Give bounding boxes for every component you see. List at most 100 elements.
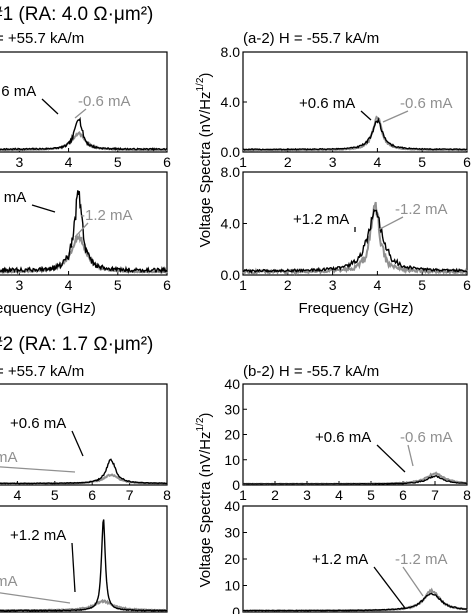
series-line [0,116,168,152]
x-axis-label-right: Frequency (GHz) [298,300,413,317]
y-axis-label-b-text: Voltage Spectra (nV/Hz1/2) [195,413,214,588]
series-pointer [407,444,414,467]
series-label: -1.2 mA [395,201,448,218]
y-tick-label: 20 [224,551,240,567]
series-label: -1.2 mA [0,573,18,590]
series-label: -0.6 mA [400,429,453,446]
x-tick-label: 4 [335,487,343,503]
group1-heading: #1 (RA: 4.0 Ω·μm²) [0,4,153,25]
series-line [242,471,468,486]
series-label: +0.6 mA [0,83,36,100]
series-pointer [71,542,76,593]
y-tick-label: 30 [224,401,240,417]
series-line [242,116,468,151]
x-tick-label: 3 [15,154,23,170]
x-tick-label: 7 [431,487,439,503]
series-line [243,592,467,612]
series-label: +0.6 mA [10,415,66,432]
series-label: +0.6 mA [299,95,355,112]
x-tick-label: 6 [163,154,171,170]
series-line [0,519,167,612]
x-tick-label: 5 [114,154,122,170]
panel-7: 0 10 20 30 40 +1.2 mA -1.2 mA [224,498,468,614]
series-pointer [382,110,409,123]
x-tick-label: 2 [284,154,292,170]
series-line [242,587,468,612]
y-axis-label-a-text: Voltage Spectra (nV/Hz1/2) [195,73,214,248]
x-tick-label: 5 [367,487,375,503]
x-tick-label: 8 [163,487,171,503]
y-tick-label: 10 [224,578,240,594]
panels-layer: 3 4 5 6 +0.6 mA -0.6 mA 1 2 3 4 5 6 0.0 4.0 8.0 +0.6 mA… [0,44,471,614]
series-pointer [402,566,424,597]
panel-a1-subtitle: = +55.7 kA/m [0,30,84,47]
x-tick-label: 4 [65,277,73,293]
series-label: +0.6 mA [315,429,371,446]
y-tick-label: 4.0 [221,94,241,110]
x-tick-label: 6 [463,154,471,170]
panel-2: 3 4 5 6 +1.2 mA -1.2 mA [0,171,171,293]
series-line [0,190,168,275]
x-tick-label: 5 [51,487,59,503]
series-line [242,115,468,152]
series-pointer [31,204,56,213]
series-line [242,208,468,274]
x-tick-label: 4 [374,277,382,293]
panel-0: 3 4 5 6 +0.6 mA -0.6 mA [0,51,171,170]
series-pointer [376,444,406,473]
series-label: -1.2 mA [80,207,133,224]
x-tick-label: 4 [65,154,73,170]
series-pointer [71,430,84,457]
panel-frame [0,383,168,486]
y-tick-label: 8.0 [221,164,241,180]
panel-b2-subtitle: (b-2) H = -55.7 kA/m [243,363,379,380]
panel-frame [0,171,168,276]
y-tick-label: 20 [224,427,240,443]
x-tick-label: 4 [374,154,382,170]
series-label: +1.2 mA [0,189,26,206]
y-tick-label: 0.0 [221,267,241,283]
x-tick-label: 1 [239,154,247,170]
panel-5: 1 2 3 4 5 6 7 8 0 10 20 30 40 +0.6 mA -0.6 mA [224,376,471,503]
panel-6: +1.2 mA -1.2 mA [0,505,168,613]
x-tick-label: 3 [303,487,311,503]
x-tick-label: 1 [239,277,247,293]
y-tick-label: 40 [224,498,240,514]
x-tick-label: 5 [418,277,426,293]
x-tick-label: 3 [15,277,23,293]
series-line [242,475,468,485]
series-pointer [41,98,59,115]
x-tick-label: 2 [284,277,292,293]
panel-1: 1 2 3 4 5 6 0.0 4.0 8.0 +0.6 mA -0.6 mA [221,44,472,170]
x-tick-label: 5 [114,277,122,293]
y-axis-label-b: Voltage Spectra (nV/Hz1/2) [195,413,214,588]
y-tick-label: 0 [232,477,240,493]
series-label: -0.6 mA [0,449,18,466]
series-pointer [373,566,406,609]
y-axis-label-a: Voltage Spectra (nV/Hz1/2) [195,73,214,248]
x-tick-label: 1 [239,487,247,503]
y-tick-label: 0.0 [221,144,241,160]
series-pointer [360,110,372,121]
x-tick-label: 8 [463,487,471,503]
series-pointer [74,108,87,119]
panel-frame [0,51,168,153]
x-tick-label: 3 [329,277,337,293]
y-tick-label: 10 [224,452,240,468]
x-tick-label: 3 [329,154,337,170]
x-tick-label: 2 [271,487,279,503]
series-label: +1.2 mA [293,211,349,228]
series-pointer [0,466,76,473]
x-tick-label: 4 [14,487,22,503]
x-tick-label: 6 [88,487,96,503]
series-label: -1.2 mA [395,551,448,568]
panel-a2-subtitle: (a-2) H = -55.7 kA/m [243,30,379,47]
panel-b1-subtitle: = +55.7 kA/m [0,363,84,380]
series-line [0,458,168,485]
y-tick-label: 4.0 [221,216,241,232]
y-tick-label: 8.0 [221,44,241,60]
x-tick-label: 6 [399,487,407,503]
series-label: +1.2 mA [10,527,66,544]
